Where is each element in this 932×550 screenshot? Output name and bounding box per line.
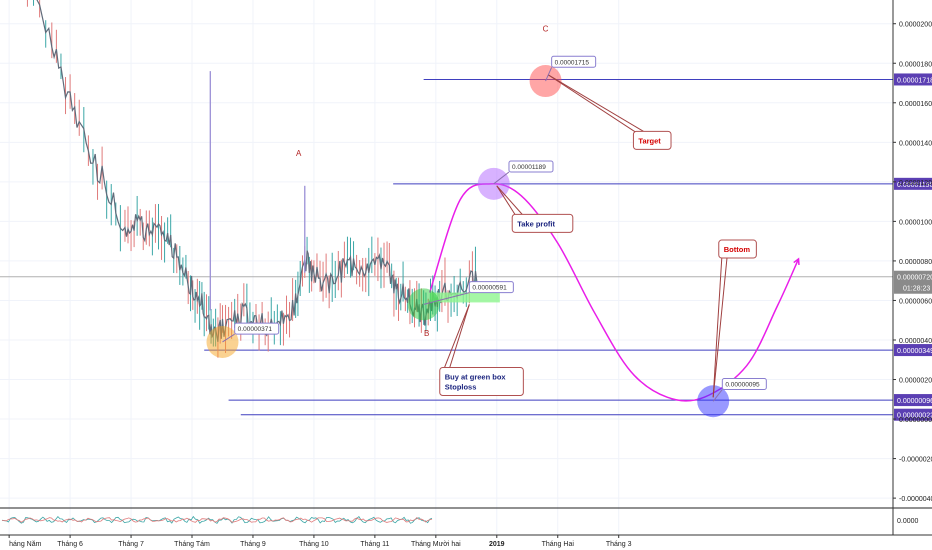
level-label-bg-2 xyxy=(894,344,932,357)
circle-tag-pointer-0 xyxy=(222,333,235,343)
circle-tag-box-0 xyxy=(234,322,280,335)
last-price-countdown: 01:28:23 xyxy=(903,286,930,293)
wave-label-a: A xyxy=(296,149,302,158)
callout-pointer-b-0 xyxy=(548,74,644,132)
oscillator-tick: 0.0000 xyxy=(897,518,919,525)
level-label-bg-4 xyxy=(894,408,932,421)
circle-tag-pointer-4 xyxy=(712,389,723,402)
callouts: A B C Target Take profit Bottom Buy at green b… xyxy=(296,25,757,398)
horizontal-levels: 0.00001718 0.00001190 0.00000349 0.00000096… xyxy=(204,73,932,421)
time-tick-label-4: Tháng 9 xyxy=(240,541,266,548)
level-label-1: 0.00001190 xyxy=(897,182,932,189)
wave-label-c: C xyxy=(543,25,549,34)
last-price-label: 0.00000720 xyxy=(897,275,932,282)
circle-tag-pointer-1 xyxy=(423,292,470,305)
circle-tag-pointer-3 xyxy=(545,67,553,82)
callout-pointer-2 xyxy=(712,242,724,398)
level-label-bg-1 xyxy=(894,177,932,190)
green-buy-box xyxy=(429,292,500,303)
time-tick-label-2: Tháng 7 xyxy=(118,541,144,548)
price-series xyxy=(26,0,478,358)
level-label-3: 0.00000096 xyxy=(897,398,932,405)
time-tick-label-7: Tháng Mười hai xyxy=(411,541,461,548)
callout-pointer-b-2 xyxy=(712,240,730,398)
circle-tag-pointer-2 xyxy=(493,171,510,185)
callout-text-3-1: Stoploss xyxy=(445,382,477,391)
callout-pointer-1 xyxy=(496,185,517,217)
callout-box-3 xyxy=(439,366,524,396)
time-tick-label-8: 2019 xyxy=(489,541,505,548)
circle-tag-box-3 xyxy=(551,55,597,68)
callout-text-2-0: Bottom xyxy=(724,245,751,254)
oscillator-pane: 0.0000 xyxy=(0,507,932,525)
callout-pointer-b-1 xyxy=(496,185,523,215)
wave-label-b: B xyxy=(424,329,429,338)
circle-tag-box-2 xyxy=(508,160,554,173)
level-label-0: 0.00001718 xyxy=(897,77,932,84)
circle-tag-label-0: 0.00000371 xyxy=(238,326,273,333)
price-tick-label-10: 0.00000000 xyxy=(899,417,932,424)
projection-arrowhead xyxy=(793,257,800,265)
time-tick-label-0: háng Năm xyxy=(9,541,41,548)
callout-text-1-0: Take profit xyxy=(517,219,555,228)
level-label-4: 0.00000022 xyxy=(897,413,932,420)
circle-tag-label-4: 0.00000095 xyxy=(725,381,760,388)
time-tick-label-1: Tháng 6 xyxy=(57,541,83,548)
time-tick-label-5: Tháng 10 xyxy=(299,541,329,548)
time-tick-label-6: Tháng 11 xyxy=(360,541,389,548)
callout-box-2 xyxy=(718,239,757,259)
level-label-2: 0.00000349 xyxy=(897,348,932,355)
grid xyxy=(0,0,893,535)
oscillator-line-b xyxy=(2,516,433,523)
last-price-badge xyxy=(894,270,932,294)
callout-pointer-3 xyxy=(443,304,470,370)
circle-tag-box-1 xyxy=(468,281,514,294)
circle-tag-label-3: 0.00001715 xyxy=(555,59,590,66)
callout-box-0 xyxy=(632,130,672,150)
callout-text-0-0: Target xyxy=(638,136,661,145)
level-label-bg-0 xyxy=(894,73,932,86)
circle-tag-box-4 xyxy=(721,377,767,390)
time-tick-label-9: Tháng Hai xyxy=(542,541,575,548)
circle-tag-label-1: 0.00000591 xyxy=(472,285,507,292)
highlight-circles: 0.00000371 0.00000591 0.00001189 0.00001715… xyxy=(206,55,767,418)
time-tick-label-10: Tháng 3 xyxy=(606,541,632,548)
level-label-bg-3 xyxy=(894,394,932,407)
time-tick-label-3: Tháng Tám xyxy=(174,541,210,548)
callout-box-1 xyxy=(511,213,574,233)
oscillator-line-a xyxy=(1,515,433,524)
callout-text-3-0: Buy at green box xyxy=(445,372,507,381)
callout-pointer-b-3 xyxy=(449,304,470,368)
callout-pointer-0 xyxy=(548,74,638,134)
circle-tag-label-2: 0.00001189 xyxy=(512,164,546,171)
last-price-line: 0.00000720 01:28:23 xyxy=(0,270,932,294)
